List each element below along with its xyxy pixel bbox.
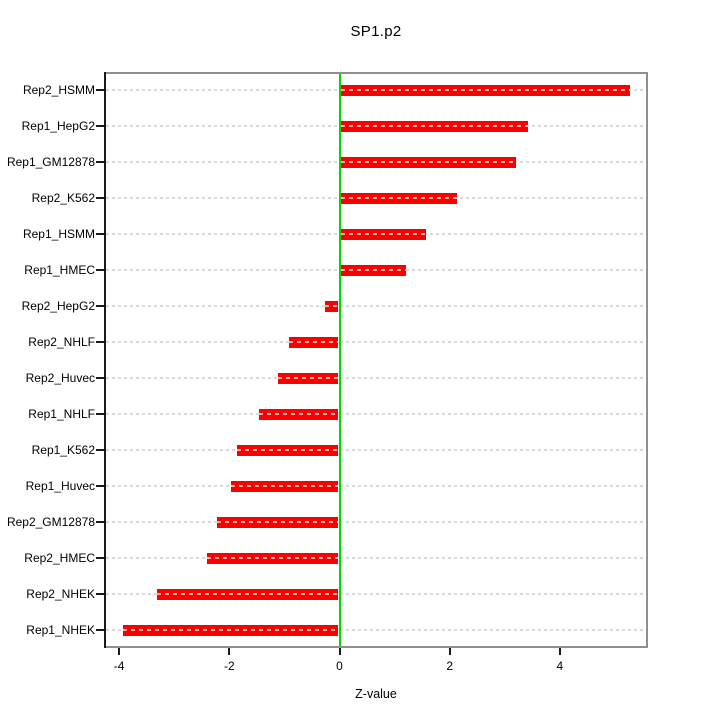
bar-dash-pattern: [340, 161, 516, 163]
bar-Rep2_Huvec: [277, 372, 339, 384]
y-axis-tick: [96, 125, 104, 127]
bar-dash-pattern: [324, 305, 339, 307]
y-axis-label: Rep1_GM12878: [6, 155, 95, 169]
x-axis-tick: [118, 648, 121, 655]
plot-area: [104, 72, 648, 648]
bar-dash-pattern: [207, 557, 339, 559]
gridline: [106, 413, 646, 415]
bar-dash-pattern: [340, 125, 528, 127]
y-axis-label: Rep2_NHLF: [28, 335, 95, 349]
y-axis-label: Rep1_HSMM: [22, 227, 95, 241]
gridline: [106, 305, 646, 307]
y-axis-tick: [96, 593, 104, 595]
gridline: [106, 557, 646, 559]
y-axis-label: Rep1_K562: [31, 443, 95, 457]
bar-dash-pattern: [156, 593, 339, 595]
y-axis-tick: [96, 485, 104, 487]
bar-Rep2_NHEK: [156, 588, 339, 600]
bar-Rep2_HepG2: [324, 300, 339, 312]
y-axis-tick: [96, 557, 104, 559]
bar-dash-pattern: [288, 341, 339, 343]
y-axis-line: [104, 72, 106, 648]
x-axis-tick-label: -4: [113, 659, 125, 673]
y-axis-tick: [96, 161, 104, 163]
bar-Rep1_NHEK: [122, 624, 339, 636]
y-axis-tick: [96, 629, 104, 631]
y-axis-tick: [96, 341, 104, 343]
bar-dash-pattern: [122, 629, 339, 631]
y-axis-label: Rep1_NHEK: [26, 623, 95, 637]
bar-Rep2_NHLF: [288, 336, 339, 348]
bar-dash-pattern: [231, 485, 339, 487]
y-axis-label: Rep2_HepG2: [21, 299, 95, 313]
y-axis-label: Rep1_NHLF: [28, 407, 95, 421]
gridline: [106, 449, 646, 451]
y-axis-tick: [96, 413, 104, 415]
bar-Rep1_K562: [236, 444, 339, 456]
bar-dash-pattern: [340, 197, 458, 199]
bar-Rep1_GM12878: [340, 156, 516, 168]
y-axis-label: Rep2_GM12878: [6, 515, 95, 529]
y-axis-label: Rep1_Huvec: [25, 479, 95, 493]
gridline: [106, 521, 646, 523]
y-axis-label: Rep2_HMEC: [24, 551, 95, 565]
y-axis-tick: [96, 449, 104, 451]
chart-title: SP1.p2: [350, 23, 402, 40]
bar-Rep2_GM12878: [217, 516, 339, 528]
gridline: [106, 377, 646, 379]
bar-Rep2_K562: [340, 192, 458, 204]
bar-dash-pattern: [340, 233, 426, 235]
bar-Rep1_Huvec: [231, 480, 339, 492]
y-axis-tick: [96, 197, 104, 199]
y-axis-label: Rep2_Huvec: [25, 371, 95, 385]
x-axis-tick: [228, 648, 231, 655]
y-axis-label: Rep1_HMEC: [24, 263, 95, 277]
x-axis-tick-label: 2: [446, 659, 454, 673]
gridline: [106, 629, 646, 631]
y-axis-label: Rep2_K562: [31, 191, 95, 205]
gridline: [106, 485, 646, 487]
x-axis-title: Z-value: [355, 687, 397, 701]
bar-dash-pattern: [236, 449, 339, 451]
bar-dash-pattern: [340, 269, 406, 271]
bar-dash-pattern: [277, 377, 339, 379]
bar-Rep2_HSMM: [340, 84, 630, 96]
bar-Rep2_HMEC: [207, 552, 339, 564]
y-axis-label: Rep2_NHEK: [26, 587, 95, 601]
gridline: [106, 593, 646, 595]
y-axis-label: Rep1_HepG2: [21, 119, 95, 133]
x-axis-tick-label: 4: [556, 659, 564, 673]
x-axis-tick: [448, 648, 451, 655]
bar-dash-pattern: [217, 521, 339, 523]
gridline: [106, 341, 646, 343]
bar-Rep1_HepG2: [340, 120, 528, 132]
x-axis-tick: [558, 648, 561, 655]
bar-dash-pattern: [258, 413, 339, 415]
y-axis-tick: [96, 233, 104, 235]
x-axis-tick: [338, 648, 341, 655]
y-axis-label: Rep2_HSMM: [22, 83, 95, 97]
zero-line: [338, 74, 341, 646]
y-axis-tick: [96, 377, 104, 379]
bar-Rep1_HMEC: [340, 264, 406, 276]
bar-Rep1_NHLF: [258, 408, 339, 420]
y-axis-tick: [96, 269, 104, 271]
y-axis-tick: [96, 521, 104, 523]
bar-dash-pattern: [340, 89, 630, 91]
y-axis-tick: [96, 305, 104, 307]
bar-Rep1_HSMM: [340, 228, 426, 240]
x-axis-tick-label: 0: [336, 659, 343, 673]
x-axis-tick-label: -2: [223, 659, 235, 673]
y-axis-tick: [96, 89, 104, 91]
